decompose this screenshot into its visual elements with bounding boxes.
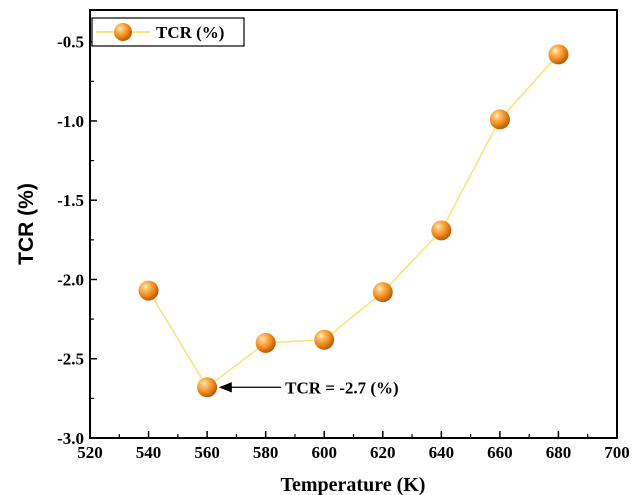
y-tick-label: -1.5 xyxy=(57,191,84,210)
legend-label: TCR (%) xyxy=(156,23,224,42)
x-axis-title: Temperature (K) xyxy=(281,474,426,495)
plot-frame xyxy=(89,9,618,439)
x-tick-labels: 520 540 560 580 600 620 640 660 680 700 xyxy=(77,443,630,462)
y-tick-label: -3.0 xyxy=(57,429,84,448)
data-point xyxy=(314,329,335,350)
legend: TCR (%) xyxy=(91,17,245,47)
annotation-label: TCR = -2.7 (%) xyxy=(285,378,399,397)
data-point xyxy=(431,220,452,241)
series-polyline xyxy=(147,53,560,389)
y-tick-label: -0.5 xyxy=(57,33,84,52)
data-point xyxy=(138,280,159,301)
data-point xyxy=(255,332,276,353)
x-tick-label: 680 xyxy=(546,443,572,462)
data-point xyxy=(372,282,393,303)
y-tick-label: -1.0 xyxy=(57,112,84,131)
y-tick-label: -2.0 xyxy=(57,270,84,289)
y-tick-labels: -3.0 -2.5 -2.0 -1.5 -1.0 -0.5 xyxy=(57,33,84,448)
series-points xyxy=(138,44,569,398)
series-line xyxy=(147,53,560,389)
x-tick-label: 560 xyxy=(194,443,220,462)
axis-ticks xyxy=(89,40,618,439)
x-tick-label: 600 xyxy=(311,443,337,462)
x-tick-label: 640 xyxy=(429,443,455,462)
y-tick-label: -2.5 xyxy=(57,350,84,369)
x-tick-label: 660 xyxy=(487,443,513,462)
x-tick-label: 620 xyxy=(370,443,396,462)
data-point xyxy=(197,377,218,398)
y-axis-title: TCR (%) xyxy=(15,183,38,265)
x-tick-label: 700 xyxy=(604,443,630,462)
data-point xyxy=(548,44,569,65)
x-tick-label: 540 xyxy=(136,443,162,462)
x-tick-label: 580 xyxy=(253,443,279,462)
legend-marker-swatch xyxy=(114,23,132,41)
x-tick-label: 520 xyxy=(77,443,103,462)
min-tcr-annotation: TCR = -2.7 (%) xyxy=(218,378,399,397)
data-point xyxy=(489,109,510,130)
